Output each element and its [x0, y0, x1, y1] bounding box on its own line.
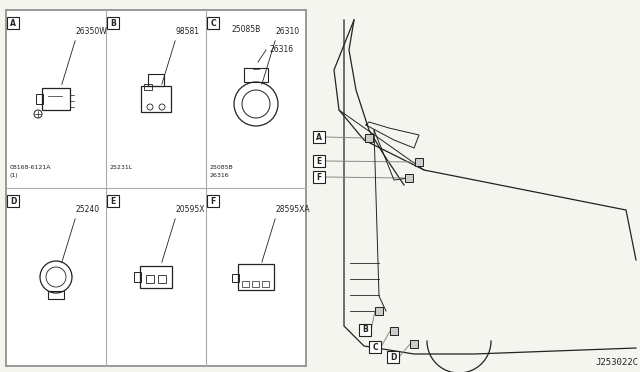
Bar	[375, 307, 383, 315]
Text: 20595X: 20595X	[176, 205, 205, 214]
Text: B: B	[110, 19, 116, 28]
Bar	[144, 84, 152, 90]
Bar	[365, 134, 373, 142]
Bar	[405, 174, 413, 182]
Text: D: D	[10, 196, 16, 205]
Text: (1): (1)	[10, 173, 19, 178]
Bar	[207, 17, 219, 29]
Text: J253022C: J253022C	[595, 358, 638, 367]
Text: 26310: 26310	[276, 27, 300, 36]
Bar	[42, 88, 70, 110]
Bar	[262, 281, 269, 287]
Text: 26316: 26316	[210, 173, 230, 178]
Bar	[207, 195, 219, 207]
Text: C: C	[372, 343, 378, 352]
Text: 98581: 98581	[176, 27, 200, 36]
Bar	[148, 74, 164, 86]
Text: 25085B: 25085B	[210, 165, 234, 170]
Bar	[313, 155, 325, 167]
Text: F: F	[316, 173, 322, 182]
Bar	[369, 341, 381, 353]
Bar	[6, 10, 306, 366]
Bar	[410, 340, 418, 348]
Bar	[7, 195, 19, 207]
Bar	[313, 131, 325, 143]
Bar	[7, 17, 19, 29]
Text: 08168-6121A: 08168-6121A	[10, 165, 51, 170]
Text: E: E	[316, 157, 322, 166]
Bar	[158, 275, 166, 283]
Text: 26350W: 26350W	[76, 27, 108, 36]
Text: B: B	[362, 326, 368, 334]
Text: 25231L: 25231L	[110, 165, 133, 170]
Bar	[244, 68, 268, 82]
Text: E: E	[110, 196, 116, 205]
Bar	[313, 171, 325, 183]
Bar	[242, 281, 249, 287]
Bar	[415, 158, 423, 166]
Bar	[232, 274, 239, 282]
Bar	[36, 94, 43, 104]
Bar	[107, 195, 119, 207]
Text: 28595XA: 28595XA	[276, 205, 310, 214]
Bar	[48, 291, 64, 299]
Text: A: A	[10, 19, 16, 28]
Text: A: A	[316, 132, 322, 141]
Text: 25085B: 25085B	[232, 25, 261, 34]
Bar	[141, 86, 171, 112]
Text: F: F	[211, 196, 216, 205]
Bar	[146, 275, 154, 283]
Bar	[140, 266, 172, 288]
Text: 25240: 25240	[76, 205, 100, 214]
Bar	[107, 17, 119, 29]
Text: C: C	[210, 19, 216, 28]
Bar	[359, 324, 371, 336]
Bar	[387, 351, 399, 363]
Bar	[134, 272, 141, 282]
Text: 26316: 26316	[270, 45, 294, 54]
Bar	[238, 264, 274, 290]
Text: D: D	[390, 353, 396, 362]
Bar	[252, 281, 259, 287]
Bar	[390, 327, 398, 335]
